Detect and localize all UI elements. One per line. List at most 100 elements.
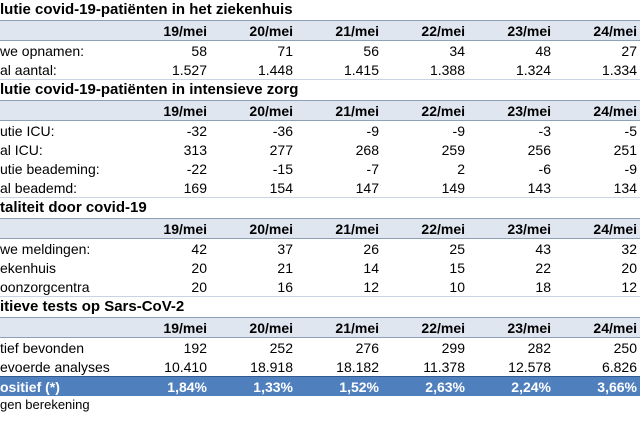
date-header: 23/mei (471, 21, 557, 41)
row-label: al aantal: (0, 60, 127, 80)
cell-value: 282 (527, 339, 551, 356)
cell-value: 1.324 (471, 60, 557, 80)
section-title: taliteit door covid-19 (0, 198, 640, 219)
cell-value: -9 (366, 122, 379, 139)
cell-value: 14 (363, 259, 379, 276)
table-row: oonzorgcentra 20 16 12 10 18 12 (0, 277, 640, 297)
date-header: 19/mei (127, 219, 213, 239)
date-header: 23/mei (471, 219, 557, 239)
cell-value: 6.826 (601, 358, 637, 375)
cell-value: -15 (272, 160, 293, 177)
date-header: 21/mei (299, 101, 385, 121)
cell-value: 20 (191, 259, 207, 276)
date-header: 22/mei (385, 318, 471, 338)
row-label: al ICU: (0, 141, 43, 158)
cell-value: 12.578 (508, 358, 551, 375)
cell-value: 37 (277, 240, 293, 257)
cell-value: 149 (385, 178, 471, 198)
header-corner (0, 21, 127, 41)
data-table: 19/mei20/mei21/mei22/mei23/mei24/mei25/t… (0, 318, 640, 396)
row-label: tief bevonden (0, 339, 85, 356)
table-row: al aantal: 1.527 1.448 1.415 1.388 1.324 1.334… (0, 60, 640, 80)
table-row: al ICU: 313 277 268 259 256 251 (0, 140, 640, 159)
cell-value: -3 (538, 122, 551, 139)
cell-value: 154 (213, 178, 299, 198)
cell-value: 259 (441, 141, 465, 158)
section-title: itieve tests op Sars-CoV-2 (0, 297, 640, 318)
table-row: utie ICU: -32 -36 -9 -9 -3 -5 (0, 121, 640, 141)
cell-value: 313 (183, 141, 207, 158)
cell-value: 3,66% (557, 376, 640, 396)
cell-value: -36 (272, 122, 293, 139)
date-header: 23/mei (471, 318, 557, 338)
cell-value: 27 (621, 42, 637, 59)
cell-value: 1.388 (385, 60, 471, 80)
date-header: 22/mei (385, 219, 471, 239)
cell-value: 43 (535, 240, 551, 257)
cell-value: -9 (452, 122, 465, 139)
date-header: 20/mei (213, 318, 299, 338)
table-row: evoerde analyses 10.410 18.918 18.182 11.378… (0, 357, 640, 377)
header-corner (0, 318, 127, 338)
highlight-row: ositief (*) 1,84% 1,33% 1,52% 2,63% 2,24% 3,66… (0, 376, 640, 396)
cell-value: 48 (535, 42, 551, 59)
row-label: we opnamen: (0, 42, 85, 59)
table-row: tief bevonden 192 252 276 299 282 250 (0, 338, 640, 358)
row-label: evoerde analyses (0, 358, 110, 375)
date-header: 20/mei (213, 101, 299, 121)
cell-value: 18.918 (250, 358, 293, 375)
date-header: 21/mei (299, 219, 385, 239)
date-header: 19/mei (127, 101, 213, 121)
cell-value: 1.448 (213, 60, 299, 80)
date-header: 24/mei (557, 101, 640, 121)
cell-value: -5 (624, 122, 637, 139)
data-table: 19/mei20/mei21/mei22/mei23/mei24/mei25/w… (0, 21, 640, 80)
cell-value: 1,33% (213, 376, 299, 396)
date-header: 24/mei (557, 318, 640, 338)
cell-value: -32 (186, 122, 207, 139)
row-label: ekenhuis (0, 259, 57, 276)
date-header: 22/mei (385, 21, 471, 41)
cell-value: -22 (186, 160, 207, 177)
row-label: oonzorgcentra (0, 277, 127, 297)
table-row: ekenhuis 20 21 14 15 22 20 (0, 258, 640, 277)
cell-value: 18 (471, 277, 557, 297)
cell-value: 10.410 (164, 358, 207, 375)
date-header: 24/mei (557, 219, 640, 239)
date-header: 20/mei (213, 219, 299, 239)
cell-value: 256 (527, 141, 551, 158)
table-row: al beademd: 169 154 147 149 143 134 (0, 178, 640, 198)
row-label: utie beademing: (0, 160, 100, 177)
table-row: utie beademing: -22 -15 -7 2 -6 -9 (0, 159, 640, 178)
data-table: 19/mei20/mei21/mei22/mei23/mei24/mei25/u… (0, 101, 640, 198)
table-row: we meldingen: 42 37 26 25 43 32 (0, 239, 640, 259)
cell-value: 1,84% (127, 376, 213, 396)
cell-value: 11.378 (423, 358, 465, 375)
cell-value: 15 (449, 259, 465, 276)
cell-value: 1.334 (557, 60, 640, 80)
date-header: 22/mei (385, 101, 471, 121)
cell-value: 1,52% (299, 376, 385, 396)
cell-value: 192 (183, 339, 207, 356)
cell-value: -9 (624, 160, 637, 177)
cell-value: 12 (299, 277, 385, 297)
cell-value: 2,63% (385, 376, 471, 396)
cell-value: 16 (213, 277, 299, 297)
cell-value: 58 (191, 42, 207, 59)
cell-value: 56 (363, 42, 379, 59)
data-table: 19/mei20/mei21/mei22/mei23/mei24/mei25/w… (0, 219, 640, 297)
cell-value: 143 (471, 178, 557, 198)
cell-value: 251 (613, 141, 637, 158)
date-header: 19/mei (127, 21, 213, 41)
cell-value: -7 (366, 160, 379, 177)
section-title: lutie covid-19-patiënten in het ziekenhu… (0, 0, 640, 21)
cell-value: 1.415 (299, 60, 385, 80)
date-header: 23/mei (471, 101, 557, 121)
date-header: 21/mei (299, 318, 385, 338)
cell-value: 277 (269, 141, 293, 158)
cell-value: 34 (449, 42, 465, 59)
date-header: 19/mei (127, 318, 213, 338)
